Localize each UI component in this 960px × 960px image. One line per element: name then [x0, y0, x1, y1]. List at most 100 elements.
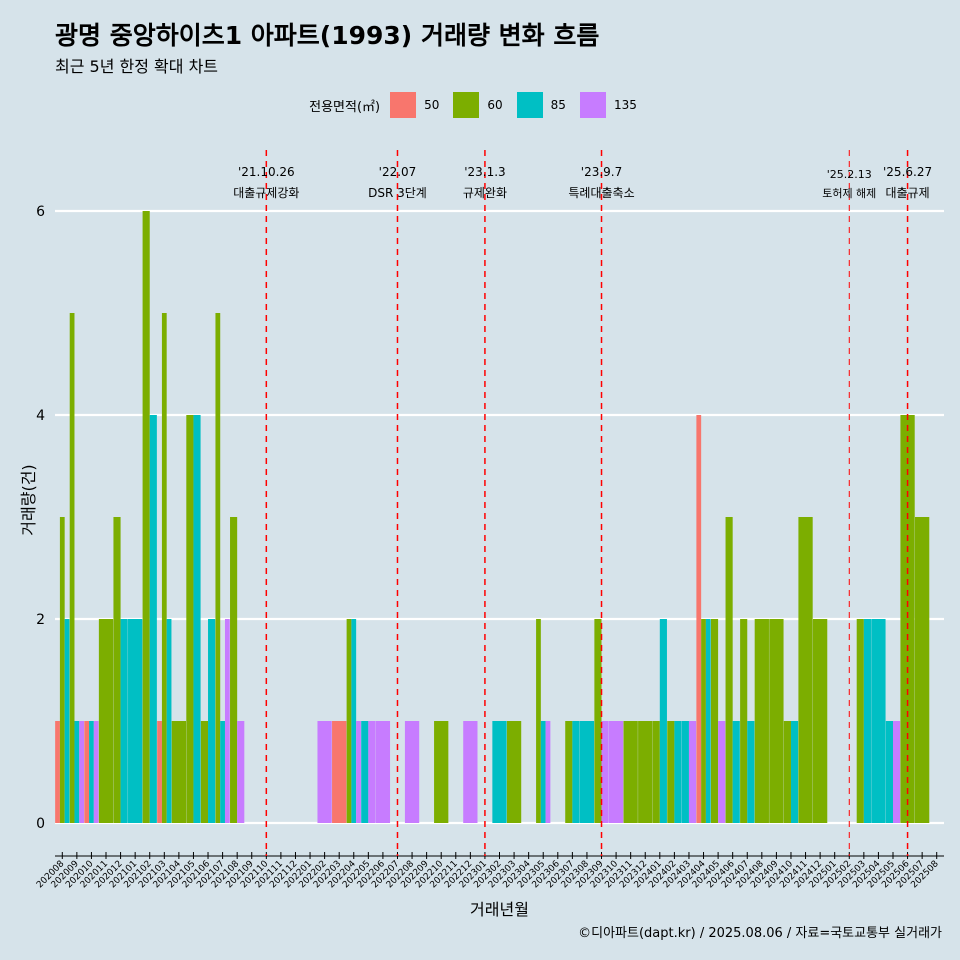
- chart-title: 광명 중앙하이츠1 아파트(1993) 거래량 변화 흐름: [55, 21, 600, 50]
- bar-202012-60: [113, 517, 121, 823]
- bar-202210-60: [434, 721, 449, 823]
- y-tick-label-6: 6: [36, 204, 45, 220]
- bar-202503-60: [856, 619, 864, 823]
- bar-202204-85: [351, 619, 357, 823]
- bar-202011-60: [98, 619, 114, 823]
- event-date-202301: '23.1.3: [464, 165, 505, 179]
- bar-202403-85: [681, 721, 689, 823]
- legend-label-60: 60: [487, 98, 503, 112]
- bar-202204-135: [356, 721, 361, 823]
- legend-label-50: 50: [424, 98, 440, 112]
- bar-202205-135: [368, 721, 376, 823]
- bar-202404-50: [696, 415, 702, 823]
- bar-202008-50: [55, 721, 60, 823]
- bar-202408-60: [754, 619, 769, 823]
- bar-202506-60: [900, 415, 915, 823]
- bar-202009-85: [74, 721, 80, 823]
- bar-202404-85: [705, 619, 711, 823]
- event-date-202207: '22.07: [379, 165, 417, 179]
- bar-202505-135: [892, 721, 901, 823]
- bar-202103-50: [157, 721, 162, 823]
- bar-202505-85: [885, 721, 893, 823]
- bar-202009-60: [69, 313, 75, 823]
- bar-202307-85: [572, 721, 580, 823]
- bar-202106-85: [208, 619, 216, 823]
- bar-202108-135: [237, 721, 245, 823]
- y-tick-label-0: 0: [36, 816, 45, 832]
- bar-202405-135: [718, 721, 726, 823]
- bar-202205-85: [361, 721, 369, 823]
- bar-202401-85: [659, 619, 667, 823]
- legend-swatch-60: [453, 92, 480, 118]
- bar-202312-60: [638, 721, 653, 823]
- event-date-202506: '25.6.27: [883, 165, 932, 179]
- bar-202407-60: [740, 619, 748, 823]
- bar-202403-135: [688, 721, 697, 823]
- bar-202310-135: [608, 721, 624, 823]
- bar-202401-60: [652, 721, 660, 823]
- source-caption: ©디아파트(dapt.kr) / 2025.08.06 / 자료=국토교통부 실…: [578, 926, 942, 941]
- bar-202407-85: [747, 721, 755, 823]
- y-axis-title: 거래량(건): [19, 464, 38, 535]
- bar-202405-60: [710, 619, 719, 823]
- bar-202507-60: [914, 517, 930, 823]
- bar-202108-60: [230, 517, 238, 823]
- bar-202406-60: [725, 517, 733, 823]
- bar-202102-60: [142, 211, 150, 823]
- y-tick-label-4: 4: [36, 408, 45, 424]
- bar-202305-85: [540, 721, 546, 823]
- legend-swatch-50: [390, 92, 417, 118]
- event-label-202301: 규제완화: [463, 186, 507, 200]
- bar-202309-135: [601, 721, 609, 823]
- bar-202009-135: [79, 721, 85, 823]
- event-label-202207: DSR 3단계: [368, 186, 427, 200]
- y-tick-label-2: 2: [36, 612, 45, 628]
- bar-202107-135: [224, 619, 230, 823]
- bar-202212-135: [463, 721, 478, 823]
- bar-202504-85: [871, 619, 886, 823]
- bar-202410-85: [790, 721, 799, 823]
- bar-202101-85: [128, 619, 143, 823]
- event-date-202309: '23.9.7: [581, 165, 622, 179]
- bar-202311-60: [623, 721, 638, 823]
- bar-202406-85: [732, 721, 740, 823]
- bar-202105-60: [186, 415, 194, 823]
- bar-202308-85: [579, 721, 595, 823]
- event-label-202506: 대출규제: [885, 186, 929, 200]
- bar-202208-135: [404, 721, 420, 823]
- bar-202309-60: [594, 619, 602, 823]
- bar-202305-60: [536, 619, 541, 823]
- event-date-202502: '25.2.13: [827, 168, 872, 181]
- bar-202010-135: [93, 721, 99, 823]
- event-label-202309: 특례대출축소: [568, 186, 634, 200]
- legend-label-85: 85: [550, 98, 566, 112]
- bar-202402-85: [674, 721, 682, 823]
- bar-202104-60: [171, 721, 187, 823]
- bar-202203-50: [332, 721, 347, 823]
- bar-202008-85: [64, 619, 70, 823]
- legend: 전용면적(㎡) 50 60 85 135: [0, 92, 960, 118]
- bar-202202-135: [317, 721, 332, 823]
- chart-subtitle: 최근 5년 한정 확대 차트: [55, 57, 219, 76]
- event-label-202110: 대출규제강화: [233, 186, 299, 200]
- legend-swatch-85: [516, 92, 543, 118]
- bar-202103-85: [166, 619, 172, 823]
- bar-202012-85: [120, 619, 128, 823]
- x-axis-title: 거래년월: [470, 900, 529, 919]
- bar-202411-60: [798, 517, 813, 823]
- legend-item-50: 50: [390, 92, 439, 118]
- bar-202410-60: [783, 721, 791, 823]
- bar-202107-85: [220, 721, 225, 823]
- legend-item-85: 85: [516, 92, 566, 118]
- bar-202102-85: [149, 415, 157, 823]
- bar-202305-135: [545, 721, 551, 823]
- bar-202402-60: [667, 721, 675, 823]
- legend-title: 전용면적(㎡): [309, 99, 381, 115]
- bar-202010-85: [89, 721, 94, 823]
- bar-202106-60: [200, 721, 209, 823]
- event-label-202502: 토허제 해제: [822, 186, 876, 200]
- legend-item-135: 135: [579, 92, 637, 118]
- bar-202303-60: [506, 721, 522, 823]
- legend-item-60: 60: [453, 92, 503, 118]
